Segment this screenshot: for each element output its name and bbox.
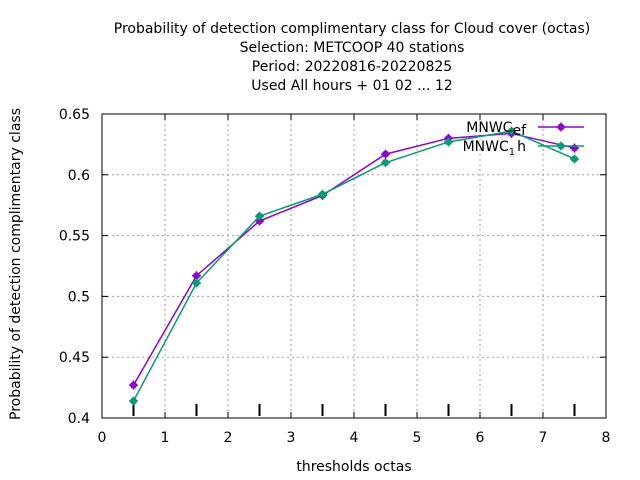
series-line-2	[132, 130, 575, 402]
series-2-point	[570, 154, 579, 164]
legend-label-2-tail: h	[517, 139, 526, 155]
title-line-1: Probability of detection complimentary c…	[114, 21, 590, 37]
series-1-point	[192, 271, 201, 281]
x-tick-label: 7	[539, 430, 548, 446]
y-tick-label: 0.4	[68, 411, 90, 427]
legend-label-2-sub: 1	[509, 147, 515, 158]
y-tick-label: 0.65	[59, 107, 90, 123]
series-1-point	[255, 216, 264, 226]
y-axis-label: Probability of detection complimentary c…	[8, 108, 24, 420]
series-2	[129, 126, 579, 406]
series-2-point	[129, 396, 138, 406]
y-tick-label: 0.45	[59, 350, 90, 366]
series	[129, 126, 579, 406]
series-2-point	[444, 137, 453, 147]
x-tick-label: 2	[224, 430, 233, 446]
series-2-point	[255, 211, 264, 221]
series-line-1	[132, 132, 575, 386]
series-2-point	[318, 189, 327, 199]
title-line-4: Used All hours + 01 02 ... 12	[251, 78, 452, 94]
x-tick-label: 1	[161, 430, 170, 446]
x-tick-label: 0	[98, 430, 107, 446]
legend-label-2-base: MNWC	[463, 139, 509, 155]
series-2-point	[507, 126, 516, 136]
legend-marker-2	[556, 141, 566, 151]
x-tick-label: 3	[287, 430, 296, 446]
legend-label-1-base: MNWC	[466, 120, 512, 136]
y-axis: 0.4 0.45 0.5 0.55 0.6 0.65	[59, 107, 606, 427]
series-1-point	[570, 143, 579, 153]
legend-label-2: MNWC1 h	[463, 139, 526, 158]
legend-marker-1	[556, 122, 566, 132]
x-tick-label: 4	[350, 430, 359, 446]
series-2-point	[381, 158, 390, 168]
x-tick-label: 6	[476, 430, 485, 446]
series-2-point	[192, 278, 201, 288]
y-tick-label: 0.5	[68, 289, 90, 305]
chart-title: Probability of detection complimentary c…	[114, 21, 590, 94]
title-line-2: Selection: METCOOP 40 stations	[240, 40, 465, 56]
x-tick-label: 5	[413, 430, 422, 446]
y-tick-label: 0.6	[68, 168, 90, 184]
y-tick-label: 0.55	[59, 229, 90, 245]
threshold-marks	[132, 404, 576, 416]
x-tick-label: 8	[602, 430, 611, 446]
series-1-point	[381, 149, 390, 159]
x-axis-label: thresholds octas	[296, 459, 411, 475]
legend-label-1: MNWCef	[466, 120, 527, 139]
x-axis: 0 1 2 3 4 5 6 7 8	[98, 114, 611, 446]
legend-label-1-sub: ef	[512, 123, 527, 139]
grid	[102, 114, 606, 418]
series-1-point	[129, 380, 138, 390]
title-line-3: Period: 20220816-20220825	[252, 59, 452, 75]
